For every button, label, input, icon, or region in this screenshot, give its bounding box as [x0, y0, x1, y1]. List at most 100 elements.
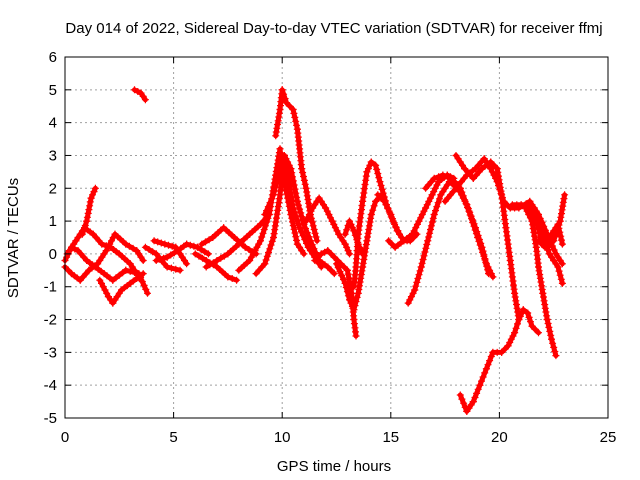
data-point-marker — [532, 207, 540, 215]
data-point-marker — [302, 217, 310, 225]
data-point-marker — [525, 313, 533, 321]
data-point-marker — [372, 161, 380, 169]
data-point-marker — [546, 327, 554, 335]
data-point-marker — [96, 276, 104, 284]
data-point-marker — [476, 381, 484, 389]
data-point-marker — [462, 200, 470, 208]
data-point-marker — [554, 220, 562, 228]
data-point-marker — [433, 181, 441, 189]
data-point-marker — [265, 249, 272, 256]
data-point-marker — [289, 222, 297, 230]
data-point-marker — [293, 121, 300, 129]
data-point-marker — [299, 232, 307, 239]
data-point-marker — [461, 403, 469, 411]
data-point-marker — [511, 329, 519, 337]
data-point-marker — [86, 202, 94, 210]
data-point-marker — [145, 246, 153, 253]
data-point-marker — [198, 240, 206, 248]
data-point-marker — [352, 298, 360, 305]
data-point-marker — [263, 207, 271, 215]
data-point-marker — [354, 240, 362, 248]
data-point-marker — [380, 197, 388, 205]
data-point-marker — [280, 90, 288, 98]
data-point-marker — [412, 224, 420, 232]
data-point-marker — [388, 240, 396, 248]
data-point-marker — [325, 211, 333, 218]
data-point-marker — [168, 242, 176, 250]
data-point-marker — [364, 165, 372, 173]
data-point-marker — [458, 395, 466, 403]
data-point-marker — [433, 203, 441, 211]
series-track — [457, 307, 541, 414]
data-point-marker — [487, 270, 495, 278]
data-point-marker — [425, 197, 433, 205]
y-tick-label: -2 — [44, 312, 57, 329]
data-point-marker — [419, 256, 427, 263]
data-point-marker — [293, 216, 301, 224]
data-point-marker — [370, 202, 378, 210]
data-point-marker — [512, 324, 520, 332]
data-point-marker — [202, 263, 210, 271]
data-point-marker — [474, 385, 482, 393]
data-point-marker — [556, 271, 564, 279]
data-point-marker — [358, 267, 366, 275]
data-point-marker — [531, 325, 539, 333]
data-point-marker — [157, 239, 165, 247]
data-point-marker — [372, 197, 380, 205]
data-point-marker — [538, 221, 545, 229]
data-point-marker — [369, 206, 377, 214]
data-point-marker — [367, 211, 375, 218]
data-point-marker — [426, 194, 434, 202]
data-point-marker — [550, 246, 558, 254]
data-point-marker — [64, 266, 72, 274]
data-point-marker — [509, 332, 517, 340]
data-point-marker — [410, 227, 418, 235]
data-point-marker — [490, 161, 498, 169]
data-point-marker — [431, 184, 439, 192]
data-point-marker — [268, 195, 276, 203]
data-point-marker — [298, 213, 306, 221]
data-point-marker — [415, 271, 423, 279]
data-point-marker — [535, 214, 543, 222]
data-point-marker — [295, 201, 302, 209]
data-point-marker — [108, 237, 115, 245]
series-track-28 — [456, 306, 542, 415]
data-point-marker — [439, 171, 447, 179]
data-point-marker — [85, 206, 93, 214]
data-point-marker — [270, 191, 277, 199]
data-point-marker — [435, 173, 443, 181]
data-point-marker — [487, 353, 495, 360]
data-point-marker — [149, 248, 157, 256]
data-point-marker — [294, 220, 302, 228]
data-point-marker — [220, 252, 228, 260]
series-track-12 — [202, 211, 273, 271]
data-point-marker — [409, 230, 416, 238]
data-point-marker — [556, 228, 564, 236]
data-point-marker — [176, 266, 184, 274]
data-point-marker — [430, 174, 438, 182]
series-track-21 — [341, 217, 367, 258]
data-point-marker — [183, 260, 191, 268]
data-point-marker — [482, 365, 490, 373]
data-point-marker — [530, 228, 538, 236]
series-track-3 — [63, 224, 145, 284]
data-point-marker — [322, 204, 330, 212]
data-point-marker — [458, 188, 466, 196]
data-point-marker — [486, 357, 494, 365]
data-point-marker — [343, 243, 351, 251]
data-point-marker — [530, 204, 538, 212]
data-point-marker — [324, 247, 332, 255]
data-point-marker — [421, 248, 429, 256]
data-point-marker — [305, 211, 313, 218]
x-tick-label: 5 — [169, 429, 177, 446]
data-point-marker — [425, 233, 433, 241]
data-point-marker — [224, 273, 232, 281]
series-track-9 — [152, 240, 212, 264]
data-point-marker — [331, 224, 339, 232]
data-point-marker — [538, 282, 546, 290]
data-point-marker — [263, 218, 271, 226]
data-point-marker — [535, 267, 543, 275]
data-point-marker — [263, 252, 271, 260]
data-point-marker — [356, 243, 364, 251]
data-point-marker — [558, 236, 565, 244]
